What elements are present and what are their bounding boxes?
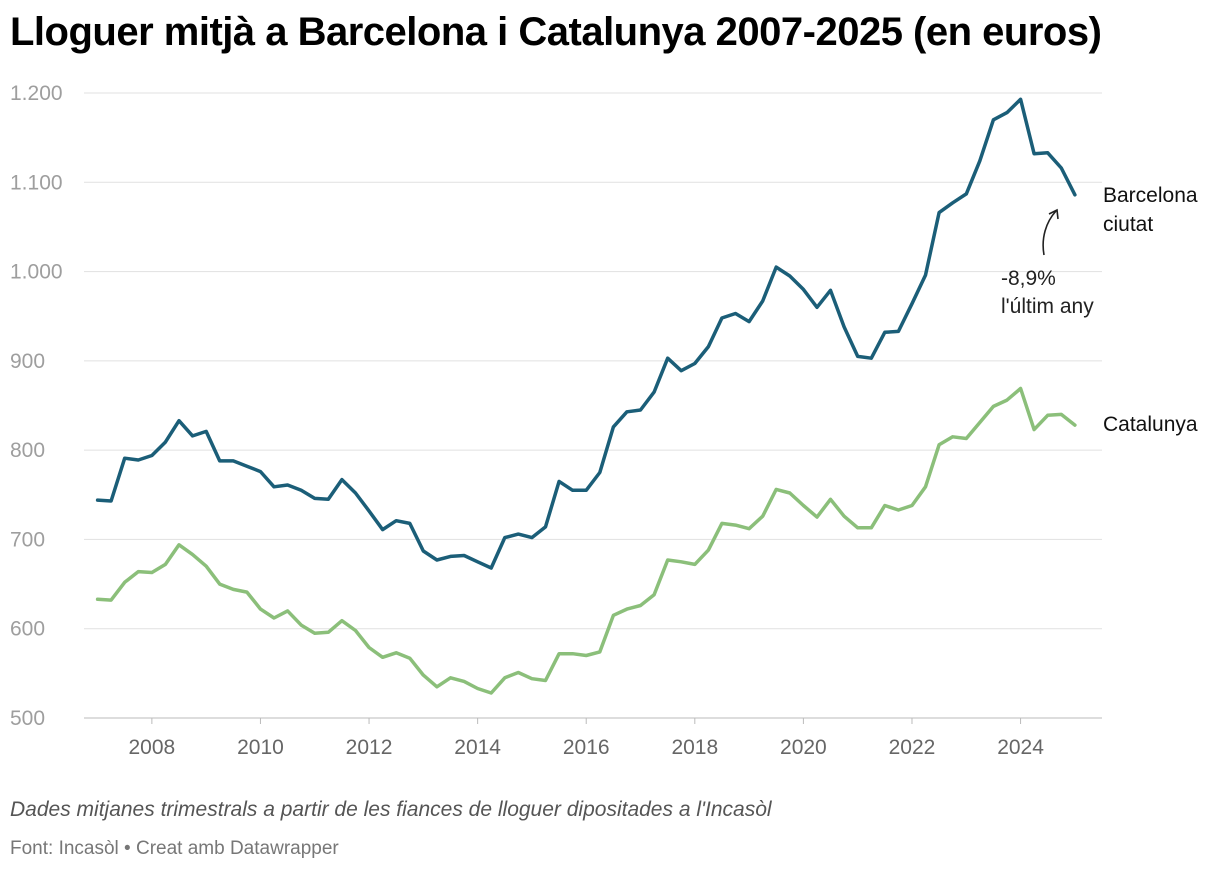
grid-lines [84, 92, 1102, 719]
y-tick-label: 1.000 [10, 261, 63, 284]
series-labels: Barcelona ciutat Catalunya [1103, 184, 1198, 436]
chart-source: Font: Incasòl • Creat amb Datawrapper [10, 838, 339, 859]
annotation-line-1: -8,9% [1001, 267, 1056, 290]
y-tick-label: 700 [10, 528, 45, 551]
y-tick-label: 600 [10, 618, 45, 641]
series-line-barcelona [95, 97, 1077, 570]
y-tick-label: 800 [10, 439, 45, 462]
series-lines [95, 97, 1077, 695]
annotation-line-2: l'últim any [1001, 295, 1094, 318]
x-tick-label: 2020 [780, 736, 827, 759]
y-tick-label: 1.100 [10, 171, 63, 194]
x-tick-label: 2010 [237, 736, 284, 759]
annotation-group: -8,9% l'últim any [1001, 208, 1094, 318]
x-axis-labels: 2008 2010 2012 2014 2016 2018 2020 2022 2024 [129, 718, 1044, 759]
series-label: Barcelona [1103, 184, 1198, 207]
x-tick-label: 2014 [454, 736, 501, 759]
x-tick-label: 2022 [889, 736, 936, 759]
y-axis-labels: 500 600 700 800 900 1.000 1.100 1.200 [10, 82, 63, 730]
x-tick-label: 2012 [346, 736, 393, 759]
x-tick-label: 2008 [129, 736, 176, 759]
series-line-catalunya [95, 386, 1077, 695]
x-tick-label: 2016 [563, 736, 610, 759]
x-tick-label: 2018 [671, 736, 718, 759]
y-tick-label: 900 [10, 350, 45, 373]
chart-description: Dades mitjanes trimestrals a partir de l… [10, 798, 772, 821]
annotation-arrow [1042, 210, 1057, 256]
y-tick-label: 500 [10, 707, 45, 730]
chart-title: Lloguer mitjà a Barcelona i Catalunya 20… [10, 10, 1102, 54]
x-tick-label: 2024 [997, 736, 1044, 759]
series-label: ciutat [1103, 213, 1153, 236]
annotation-arrowhead [1048, 208, 1059, 220]
series-label: Catalunya [1103, 413, 1198, 436]
y-tick-label: 1.200 [10, 82, 63, 105]
